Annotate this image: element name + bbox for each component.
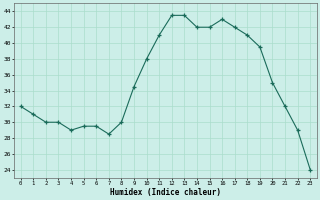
X-axis label: Humidex (Indice chaleur): Humidex (Indice chaleur) <box>110 188 221 197</box>
